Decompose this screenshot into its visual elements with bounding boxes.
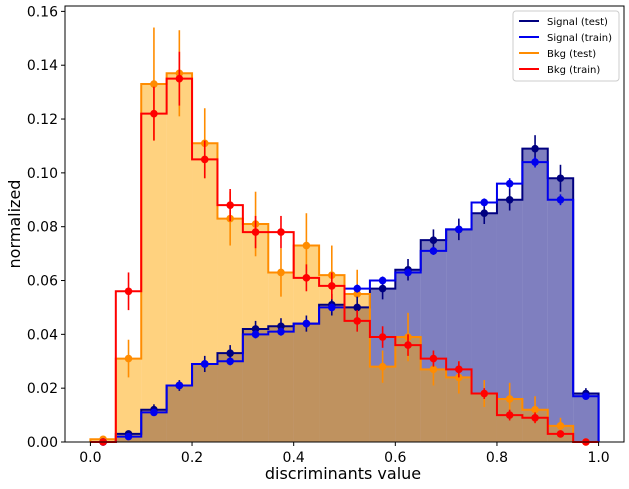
signal-train-point (175, 381, 184, 390)
y-tick-label: 0.14 (27, 58, 58, 74)
signal-train-point (531, 158, 539, 166)
bkg-test-point (531, 405, 539, 414)
x-tick-label: 0.6 (384, 450, 406, 466)
signal-train-point (505, 179, 514, 188)
signal-train-point (556, 195, 565, 204)
y-tick-label: 0.06 (27, 274, 58, 290)
signal-train-point (582, 392, 590, 401)
signal-train-point (327, 303, 336, 312)
y-tick-label: 0.04 (27, 327, 58, 343)
bkg-train-point (353, 317, 362, 325)
signal-test-bar (547, 178, 574, 442)
bkg-test-point (124, 354, 133, 363)
bkg-test-point (150, 80, 158, 88)
bkg-test-point (378, 362, 387, 371)
bkg-train-point (556, 430, 565, 438)
bkg-test-bar (192, 143, 218, 442)
signal-train-point (455, 225, 463, 234)
signal-test-point (505, 195, 514, 204)
bkg-train-step (90, 77, 599, 443)
bkg-train-point (455, 365, 463, 374)
signal-test-bar (522, 148, 548, 442)
y-axis-label: normalized (5, 180, 24, 269)
signal-test-point (429, 236, 438, 244)
bkg-train-point (200, 155, 209, 164)
legend-entry: Bkg (test) (547, 49, 596, 60)
x-tick-label: 0.4 (283, 450, 305, 466)
y-tick-label: 0.08 (27, 220, 58, 236)
signal-train-point (404, 268, 412, 277)
y-tick-label: 0.10 (27, 166, 58, 182)
bkg-train-point (277, 228, 285, 236)
signal-train-point (150, 408, 158, 417)
bkg-train-point (505, 411, 514, 419)
bkg-test-point (556, 422, 565, 430)
bkg-test-bar (217, 218, 243, 442)
bkg-train-point (150, 109, 158, 118)
signal-train-point (226, 357, 234, 366)
bkg-train-point (404, 341, 412, 349)
bkg-train-point (226, 201, 234, 209)
signal-test-point (251, 325, 260, 333)
x-tick-label: 0.2 (181, 450, 203, 466)
signal-train-point (277, 327, 285, 336)
bkg-train-point (302, 274, 311, 282)
bkg-train-point (429, 354, 438, 363)
signal-train-point (200, 360, 209, 368)
bkg-test-bar (141, 84, 167, 443)
bkg-train-point (480, 389, 489, 398)
signal-test-point (480, 209, 489, 218)
legend-entry: Signal (train) (547, 33, 612, 44)
signal-test-point (353, 303, 362, 312)
signal-train-point (124, 432, 133, 441)
signal-test-point (531, 144, 539, 153)
signal-train-point (480, 198, 489, 207)
bkg-train-point (327, 282, 336, 290)
signal-train-point (251, 330, 260, 339)
x-tick-label: 0.0 (79, 450, 101, 466)
signal-test-point (226, 349, 234, 357)
y-tick-label: 0.12 (27, 112, 58, 128)
y-tick-label: 0.02 (27, 381, 58, 397)
signal-train-point (353, 284, 362, 293)
bkg-test-point (429, 365, 438, 374)
legend: Signal (test) Signal (train) Bkg (test) Bkg… (512, 10, 620, 82)
bkg-train-point (378, 333, 387, 341)
y-tick-label: 0.00 (27, 435, 58, 451)
legend-entry: Bkg (train) (547, 65, 600, 76)
bkg-test-point (277, 268, 285, 277)
signal-test-bar (573, 393, 599, 442)
legend-box (512, 10, 620, 82)
bkg-test-step (89, 72, 599, 443)
signal-train-point (378, 276, 387, 285)
bkg-train-point (531, 413, 539, 422)
signal-test-point (556, 174, 565, 183)
bkg-test-point (353, 290, 362, 298)
bkg-test-point (505, 395, 514, 403)
signal-test-point (277, 322, 285, 331)
x-tick-label: 1.0 (587, 450, 609, 466)
bkg-train-point (251, 228, 260, 236)
y-tick-label: 0.16 (27, 4, 58, 20)
x-axis-label: discriminants value (265, 464, 421, 483)
bkg-train-point (124, 287, 133, 296)
signal-train-point (429, 247, 438, 255)
x-tick-label: 0.8 (486, 450, 508, 466)
signal-train-point (302, 319, 311, 328)
signal-test-point (378, 284, 387, 293)
bkg-test-point (302, 241, 311, 250)
legend-entry: Signal (test) (547, 17, 608, 28)
plot-area: 0.0 0.2 0.4 0.6 0.8 1.0 0.00 0.02 0.04 0.06 0.08 0.… (27, 4, 625, 466)
bkg-train-point (175, 74, 184, 83)
axes-frame (64, 5, 625, 443)
bkg-test-bar (268, 272, 294, 442)
